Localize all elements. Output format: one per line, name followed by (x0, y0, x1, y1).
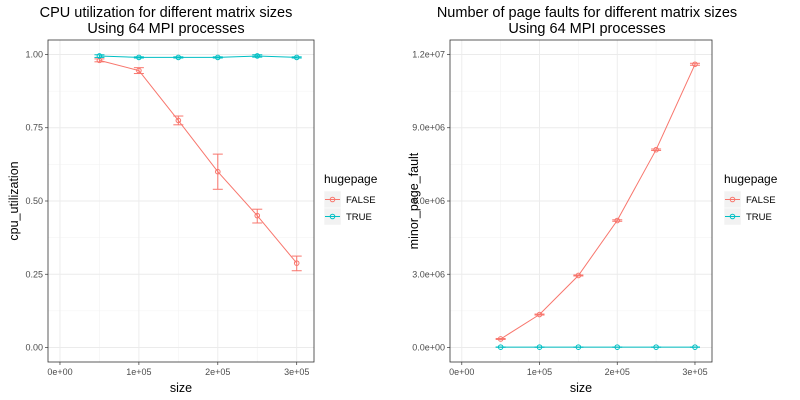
data-point (653, 344, 659, 350)
y-tick-label: 1.2e+07 (412, 49, 445, 59)
y-tick-label: 0.0e+00 (412, 343, 445, 353)
x-tick-label: 0e+00 (449, 367, 474, 377)
legend-key-point (729, 213, 736, 220)
series-true (495, 344, 700, 350)
x-tick-label: 0e+00 (47, 367, 72, 377)
data-point (96, 53, 103, 59)
legend-title: hugepage (324, 172, 378, 186)
legend-key-point (329, 213, 336, 220)
data-point (575, 344, 582, 350)
y-axis-title: cpu_utilization (7, 161, 21, 240)
series-true (94, 53, 302, 61)
series-false (94, 57, 302, 272)
x-tick-label: 2e+05 (605, 367, 630, 377)
series-line (99, 59, 298, 264)
data-point (136, 54, 142, 61)
data-point (175, 117, 182, 124)
x-tick-label: 3e+05 (682, 367, 707, 377)
legend-title: hugepage (724, 172, 778, 186)
data-point (293, 54, 300, 61)
data-point (614, 217, 621, 224)
y-tick-label: 0.50 (25, 196, 43, 206)
chart-subtitle: Using 64 MPI processes (508, 21, 665, 37)
y-tick-label: 0.00 (25, 343, 43, 353)
data-point (614, 344, 621, 350)
legend: hugepage FALSE TRUE (323, 172, 378, 226)
legend-label-false: FALSE (746, 195, 776, 206)
legend: hugepage FALSE TRUE (723, 172, 778, 226)
x-tick-label: 3e+05 (284, 367, 309, 377)
data-point (653, 146, 659, 153)
legend-label-true: TRUE (346, 212, 372, 223)
data-point (136, 67, 142, 74)
y-tick-label: 1.00 (25, 49, 43, 59)
y-tick-label: 3.0e+06 (412, 269, 445, 279)
data-point (214, 54, 221, 61)
x-axis-title: size (170, 381, 192, 395)
data-point (254, 212, 261, 219)
data-point (293, 260, 300, 266)
data-point (536, 344, 543, 350)
legend-key-point (329, 196, 336, 203)
y-axis-title: minor_page_fault (407, 152, 421, 249)
data-point (692, 61, 698, 68)
chart-subtitle: Using 64 MPI processes (87, 21, 244, 37)
x-axis-title: size (570, 381, 592, 395)
data-point (254, 53, 261, 59)
data-point (175, 54, 182, 61)
data-point (497, 336, 504, 342)
data-point (575, 272, 582, 279)
data-point (536, 311, 543, 318)
chart-title: CPU utilization for different matrix siz… (40, 5, 293, 21)
chart-panel-1: 0.00 0.25 0.50 0.75 1.00 0e+00 1e+05 2e+05 3e+05… (7, 5, 378, 395)
chart-panel-2: 0.0e+00 3.0e+06 6.0e+06 9.0e+06 1.2e+07 0e+00… (407, 5, 778, 395)
y-tick-label: 6.0e+06 (412, 196, 445, 206)
legend-label-false: FALSE (346, 195, 376, 206)
series-line (99, 55, 297, 58)
legend-label-true: TRUE (746, 212, 772, 223)
x-tick-label: 1e+05 (527, 367, 552, 377)
chart-title: Number of page faults for different matr… (437, 5, 737, 21)
y-tick-label: 0.75 (25, 123, 43, 133)
y-tick-label: 9.0e+06 (412, 123, 445, 133)
series-line (500, 64, 696, 340)
data-point (214, 168, 221, 175)
data-point (692, 344, 698, 350)
data-point (497, 344, 504, 350)
x-tick-label: 1e+05 (126, 367, 151, 377)
y-tick-label: 0.25 (25, 269, 43, 279)
x-tick-label: 2e+05 (205, 367, 230, 377)
series-false (495, 61, 700, 342)
legend-key-point (729, 196, 736, 203)
